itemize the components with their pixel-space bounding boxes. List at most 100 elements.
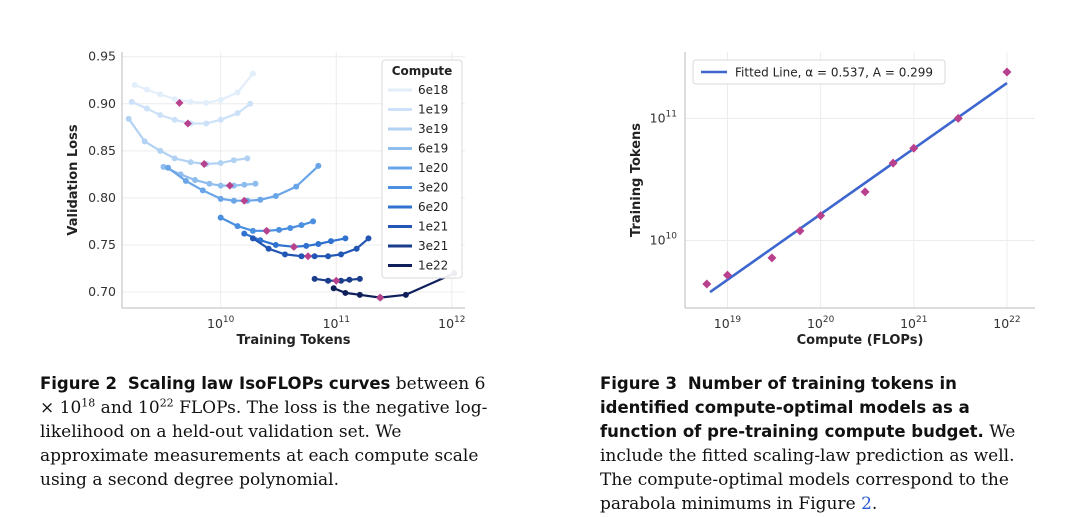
series-6e20: [241, 230, 349, 251]
tokens-vs-compute-chart-svg: 1019 1020 1021 1022 1010 1011 Compute (FLOPs) T…: [629, 52, 1035, 348]
data-point: [909, 143, 919, 153]
y-tick-label: 0.70: [88, 284, 116, 299]
data-point: [342, 235, 349, 242]
data-point: [365, 235, 372, 242]
figure-2-sup-a: 18: [81, 396, 96, 410]
minimum-marker: [240, 196, 249, 205]
data-point: [143, 86, 150, 93]
data-point: [217, 182, 224, 189]
data-point: [217, 195, 224, 202]
legend-label: 3e20: [418, 181, 448, 195]
y-tick-label: 0.80: [88, 190, 116, 205]
y-tick-label: 0.90: [88, 96, 116, 111]
data-point: [298, 253, 305, 260]
data-point: [187, 159, 194, 166]
data-point: [702, 279, 712, 289]
data-point: [860, 187, 870, 197]
data-point: [353, 245, 360, 252]
data-point: [164, 164, 171, 171]
data-point: [217, 97, 224, 103]
data-point: [234, 110, 241, 117]
data-point: [888, 158, 898, 168]
minimum-marker: [262, 226, 271, 235]
data-point: [287, 225, 294, 231]
y-axis-title: Training Tokens: [629, 123, 644, 237]
data-point: [816, 211, 826, 221]
data-point: [199, 187, 206, 194]
figure-2-sup-b: 22: [159, 396, 174, 410]
series-1e20: [164, 162, 322, 205]
legend-label: 6e19: [418, 142, 448, 156]
legend-label: 3e21: [418, 239, 448, 253]
data-point: [795, 226, 805, 236]
data-point: [342, 289, 349, 296]
data-point: [128, 98, 135, 105]
figure-2-text-a: between 6 × 10: [40, 374, 486, 418]
data-point: [272, 241, 279, 248]
legend-label: 1e21: [418, 220, 448, 234]
data-point: [157, 147, 164, 154]
series-line: [131, 100, 251, 125]
data-point: [203, 99, 210, 106]
x-tick-label: 1019: [714, 315, 742, 331]
data-point: [203, 120, 210, 127]
tokens-vs-compute-chart: 1019 1020 1021 1022 1010 1011 Compute (FLOPs) T…: [600, 40, 1060, 360]
data-point: [234, 223, 241, 230]
figure-2-caption: Figure 2 Scaling law IsoFLOPs curves bet…: [40, 372, 500, 492]
series-3e19: [125, 115, 251, 168]
x-tick-label: 1022: [993, 315, 1020, 331]
data-point: [356, 291, 363, 298]
y-tick-label: 0.75: [88, 237, 116, 252]
data-point: [272, 193, 279, 199]
data-point: [230, 157, 237, 164]
figure-3-text-a: We include the fitted scaling-law predic…: [600, 422, 1016, 514]
data-point: [722, 270, 732, 280]
data-point: [182, 177, 189, 184]
figure-2-reference-link[interactable]: 2: [861, 494, 872, 514]
data-point: [325, 277, 332, 284]
data-point: [311, 275, 318, 282]
data-point: [356, 275, 363, 282]
data-point: [143, 105, 150, 112]
data-point: [249, 235, 256, 242]
series-3e20: [217, 214, 317, 235]
x-axis-title: Compute (FLOPs): [797, 333, 924, 348]
data-point: [247, 100, 254, 107]
data-point: [192, 177, 199, 183]
data-point: [767, 253, 777, 263]
data-point: [217, 214, 224, 221]
minimum-marker: [332, 276, 341, 285]
data-point: [310, 218, 317, 225]
y-tick-label: 0.95: [88, 49, 116, 64]
series-6e18: [131, 70, 256, 107]
series-3e21: [311, 275, 363, 285]
data-point: [953, 113, 963, 123]
y-tick-label: 1010: [650, 232, 678, 248]
x-tick-label: 1010: [207, 315, 235, 331]
x-tick-label: 1012: [438, 315, 465, 331]
data-point: [160, 163, 167, 170]
x-tick-label: 1020: [807, 315, 835, 331]
legend-label: 1e20: [418, 161, 448, 175]
legend-label: 1e19: [418, 103, 448, 117]
legend-box: [381, 59, 463, 279]
x-tick-label: 1021: [900, 315, 927, 331]
figure-3-caption: Figure 3 Number of training tokens in id…: [600, 372, 1045, 516]
series-1e21: [249, 235, 372, 261]
minimum-marker: [175, 98, 184, 107]
x-axis-title: Training Tokens: [236, 333, 350, 348]
data-point: [1002, 67, 1012, 77]
fitted-line: [709, 81, 1008, 294]
data-point: [217, 160, 224, 167]
figure-2-text-c: FLOPs. The loss is the negative log-like…: [40, 398, 488, 490]
data-point: [157, 91, 164, 98]
tokens-plot-area: 1019 1020 1021 1022 1010 1011 Compute (FLOPs) T…: [629, 52, 1035, 348]
legend-title: Compute: [392, 64, 453, 78]
figure-2-label: Figure 2: [40, 374, 118, 393]
minimum-marker: [289, 242, 298, 251]
minimum-marker: [304, 252, 313, 261]
legend: Fitted Line, α = 0.537, A = 0.299: [692, 59, 946, 85]
figure-3-title: Number of training tokens in identified …: [600, 374, 984, 441]
data-point: [265, 245, 272, 252]
minimum-marker: [200, 160, 209, 168]
